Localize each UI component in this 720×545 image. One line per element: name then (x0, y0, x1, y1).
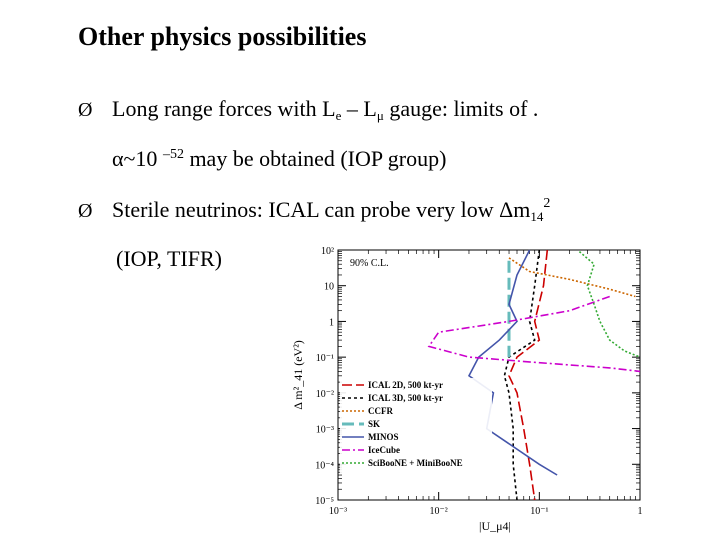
legend-label-5: MINOS (368, 432, 399, 442)
bullet-marker-1: Ø (78, 99, 93, 121)
y-tick-label: 10⁻⁵ (315, 496, 334, 507)
bullet-1-line-2: α~10 –52 may be obtained (IOP group) (112, 146, 446, 172)
legend-label-7: SciBooNE + MiniBooNE (368, 458, 463, 468)
series-line-1 (508, 249, 549, 501)
x-tick-label: 10⁻² (430, 506, 448, 517)
bullet-1-sub-e: e (335, 108, 342, 123)
bullet-1-line2-a: α~10 (112, 146, 163, 171)
bullet-2-line-2: (IOP, TIFR) (116, 246, 222, 271)
bullet-1-sub-mu: μ (376, 108, 384, 123)
sterile-neutrino-plot: 10⁻³ 10⁻² 10⁻¹ 1 10² 10 1 10⁻¹ 10⁻² 10⁻³ 10⁻⁴ 10⁻⁵ |… (280, 240, 680, 540)
bullet-1-text-a: Long range forces with L (112, 96, 336, 121)
x-tick-label: 10⁻³ (329, 506, 347, 517)
x-tick-label: 1 (638, 506, 643, 517)
bullet-1: Ø Long range forces with Le – Lμ gauge: l… (78, 96, 538, 124)
series-line-3 (508, 257, 636, 298)
bullet-2-sub: 14 (530, 209, 544, 224)
bullet-2: Ø Sterile neutrinos: ICAL can probe very … (78, 196, 550, 225)
series-line-7 (578, 250, 641, 358)
y-tick-label: 10⁻⁴ (315, 460, 334, 471)
y-tick-label: 10 (324, 282, 334, 293)
bullet-1-text-b: – L (341, 96, 377, 121)
x-axis-label: |U_μ4| (479, 519, 511, 533)
bullet-1-text-c: gauge: limits of . (383, 96, 539, 121)
y-tick-label: 10⁻³ (316, 425, 334, 436)
y-tick-label: 10² (321, 246, 334, 257)
y-axis-label: Δ m²_41 (eV²) (291, 340, 305, 410)
y-tick-label: 10⁻² (316, 389, 334, 400)
bullet-2-sup: 2 (543, 196, 551, 211)
x-tick-label: 10⁻¹ (530, 506, 548, 517)
legend-label-1: ICAL 2D, 500 kt-yr (368, 380, 443, 390)
page-title: Other physics possibilities (78, 22, 367, 51)
legend-label-3: CCFR (368, 406, 393, 416)
legend-label-4: SK (368, 419, 380, 429)
legend-label-6: IceCube (368, 445, 400, 455)
bullet-1-line2-exp: –52 (162, 147, 184, 162)
series-line-6 (427, 295, 641, 373)
plot-svg: 10⁻³ 10⁻² 10⁻¹ 1 10² 10 1 10⁻¹ 10⁻² 10⁻³ 10⁻⁴ 10⁻⁵ |… (291, 246, 643, 533)
cl-annotation: 90% C.L. (350, 258, 389, 269)
legend-label-2: ICAL 3D, 500 kt-yr (368, 393, 443, 403)
plot-frame (337, 249, 641, 501)
bullet-marker-2: Ø (78, 200, 93, 222)
bullet-2-text-a: Sterile neutrinos: ICAL can probe very l… (112, 197, 531, 222)
legend-box (340, 378, 492, 473)
bullet-1-line2-b: may be obtained (IOP group) (183, 146, 447, 171)
series-line-2 (503, 249, 541, 501)
y-tick-label: 1 (329, 317, 334, 328)
y-tick-label: 10⁻¹ (316, 353, 334, 364)
